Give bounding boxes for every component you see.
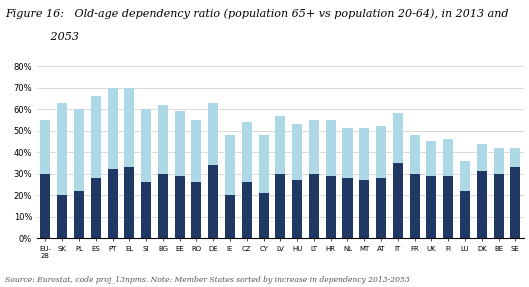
Bar — [393, 113, 403, 163]
Bar — [175, 176, 185, 238]
Bar — [175, 111, 185, 176]
Bar — [510, 148, 521, 167]
Bar — [326, 120, 336, 176]
Bar — [443, 176, 453, 238]
Bar — [158, 105, 168, 174]
Bar — [494, 174, 504, 238]
Bar — [494, 148, 504, 174]
Bar — [376, 178, 386, 238]
Bar — [141, 182, 151, 238]
Bar — [124, 167, 134, 238]
Bar — [426, 176, 436, 238]
Bar — [208, 165, 218, 238]
Bar — [107, 169, 117, 238]
Bar — [460, 191, 470, 238]
Bar — [259, 135, 269, 193]
Bar — [91, 96, 101, 178]
Bar — [359, 180, 369, 238]
Text: Figure 16:   Old-age dependency ratio (population 65+ vs population 20-64), in 2: Figure 16: Old-age dependency ratio (pop… — [5, 9, 509, 19]
Bar — [225, 135, 235, 195]
Text: 2053: 2053 — [5, 32, 79, 42]
Bar — [426, 141, 436, 176]
Bar — [158, 174, 168, 238]
Bar — [275, 116, 286, 174]
Bar — [342, 129, 352, 178]
Bar — [460, 161, 470, 191]
Bar — [91, 178, 101, 238]
Bar — [191, 120, 202, 182]
Bar — [191, 182, 202, 238]
Bar — [443, 139, 453, 176]
Bar — [124, 88, 134, 167]
Bar — [57, 195, 67, 238]
Bar — [309, 174, 319, 238]
Bar — [292, 124, 302, 180]
Bar — [409, 174, 419, 238]
Bar — [208, 102, 218, 165]
Bar — [40, 174, 50, 238]
Bar — [57, 103, 67, 195]
Bar — [275, 174, 286, 238]
Bar — [40, 120, 50, 174]
Bar — [74, 191, 84, 238]
Bar — [225, 195, 235, 238]
Bar — [477, 144, 487, 172]
Bar — [326, 176, 336, 238]
Bar — [342, 178, 352, 238]
Text: Source: Eurostat, code proj_13npms. Note: Member States sorted by increase in de: Source: Eurostat, code proj_13npms. Note… — [5, 276, 410, 284]
Bar — [409, 135, 419, 174]
Bar — [74, 109, 84, 191]
Bar — [242, 122, 252, 182]
Bar — [141, 109, 151, 182]
Bar — [292, 180, 302, 238]
Bar — [477, 172, 487, 238]
Bar — [107, 88, 117, 169]
Bar — [242, 182, 252, 238]
Bar — [393, 163, 403, 238]
Bar — [376, 126, 386, 178]
Bar — [309, 120, 319, 174]
Bar — [510, 167, 521, 238]
Bar — [359, 129, 369, 180]
Bar — [259, 193, 269, 238]
